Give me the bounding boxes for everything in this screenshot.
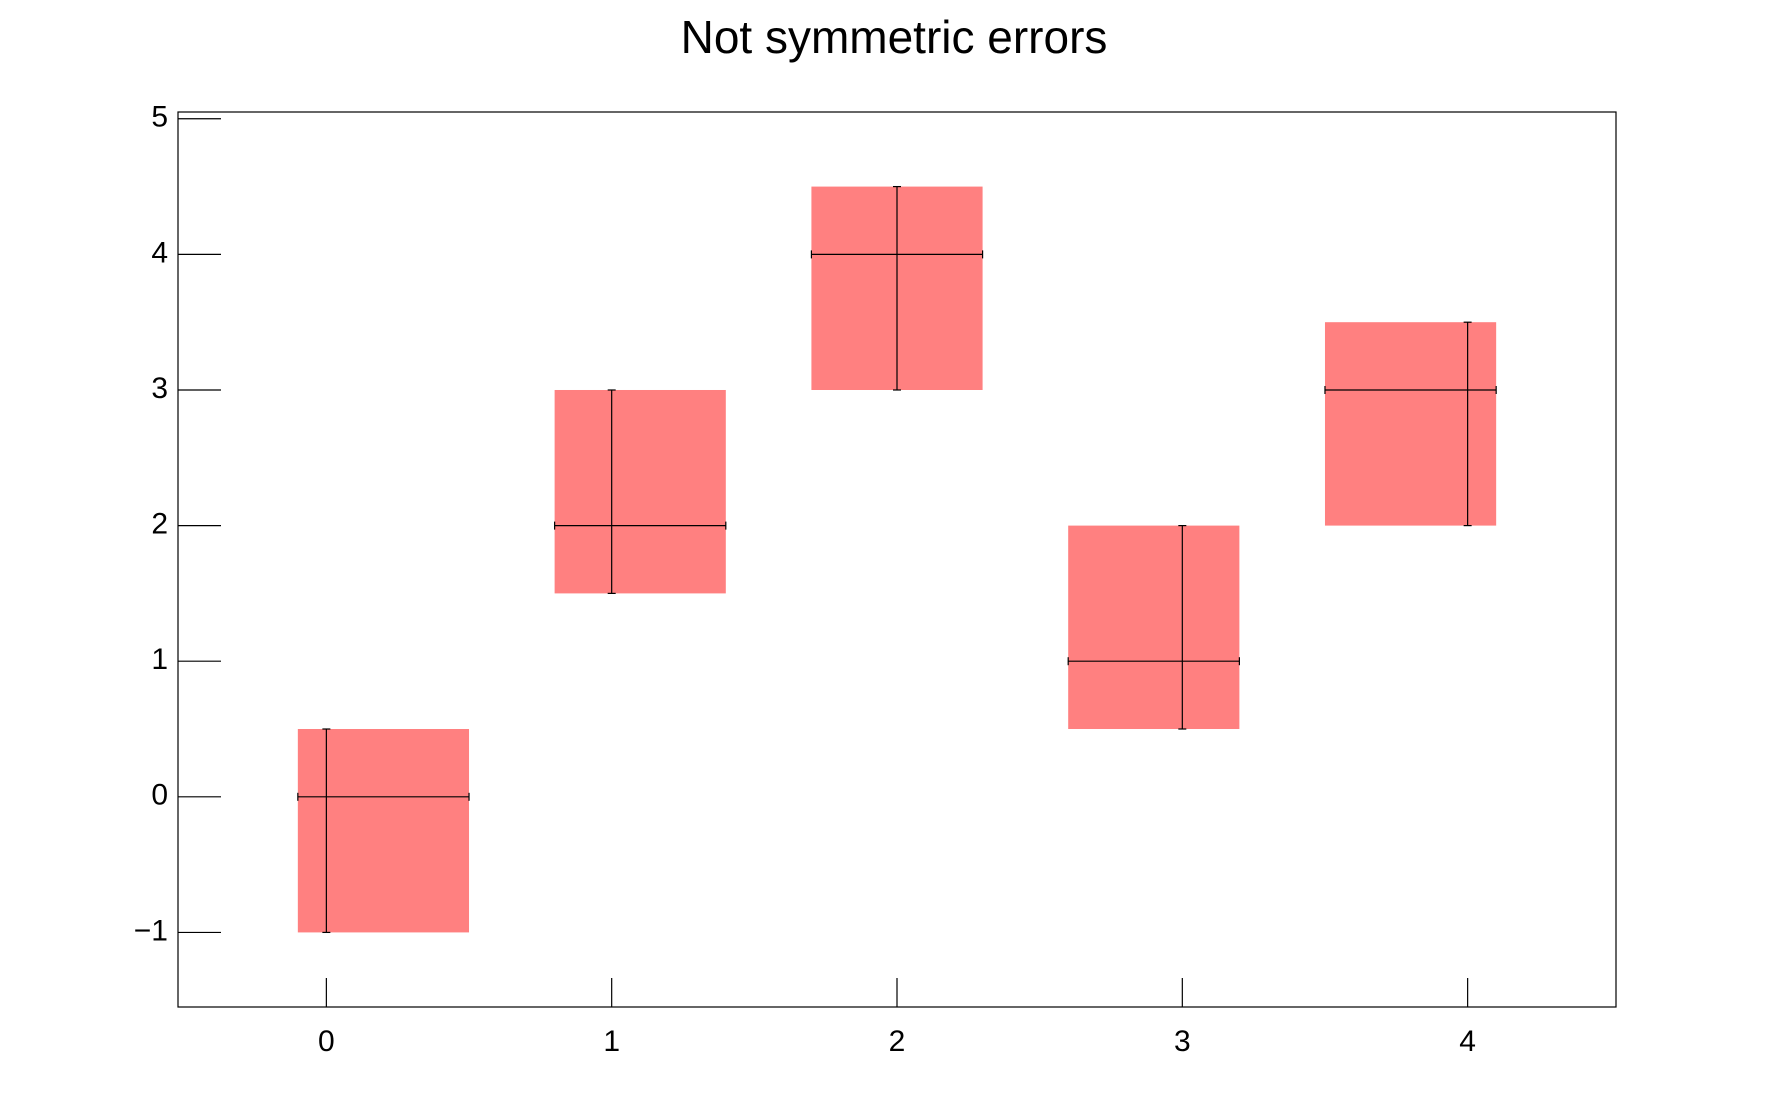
error-box [1068,525,1240,730]
chart-title: Not symmetric errors [681,11,1108,63]
y-tick-label: 0 [151,779,168,812]
y-tick-label: 3 [151,372,168,405]
y-tick-label: 5 [151,101,168,134]
x-tick-label: 0 [318,1025,335,1058]
y-tick-label: 4 [151,236,168,269]
error-box [1324,322,1497,526]
y-tick-label: 2 [151,508,168,541]
x-tick-label: 3 [1174,1025,1191,1058]
x-tick-label: 2 [889,1025,906,1058]
error-box [554,389,726,594]
x-tick-label: 4 [1459,1025,1476,1058]
y-tick-label: −1 [134,914,168,947]
error-box [297,729,470,933]
x-tick-label: 1 [603,1025,620,1058]
y-tick-label: 1 [151,643,168,676]
